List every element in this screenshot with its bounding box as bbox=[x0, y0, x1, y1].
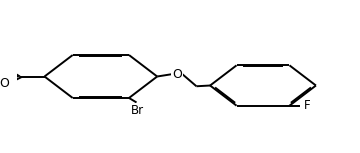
Text: Br: Br bbox=[131, 104, 144, 117]
Text: F: F bbox=[304, 99, 310, 112]
Text: O: O bbox=[172, 68, 182, 81]
Text: O: O bbox=[0, 77, 9, 90]
